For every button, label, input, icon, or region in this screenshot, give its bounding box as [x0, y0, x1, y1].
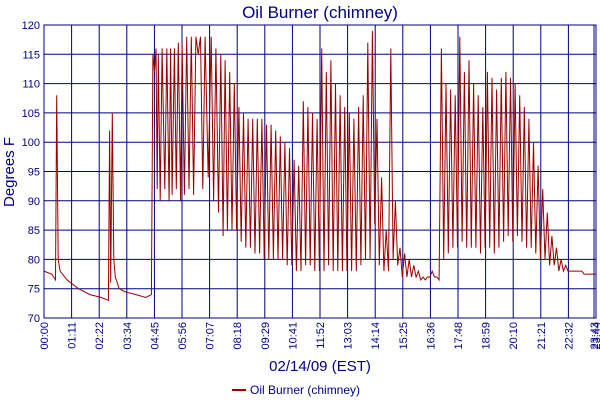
x-axis-ticks: 00:00 01:11 02:22 03:34 04:45 05:56 07:07 08:18… [39, 322, 600, 350]
x-tick-label: 07:07 [205, 322, 217, 350]
x-tick-label: 11:52 [315, 322, 327, 349]
y-tick-label: 85 [28, 225, 40, 237]
legend: Oil Burner (chimney) [232, 383, 360, 397]
x-tick-label: 22:32 [563, 322, 575, 350]
y-axis-label: Degrees F [1, 137, 18, 207]
plot-frame [43, 24, 597, 319]
x-tick-label: 20:10 [508, 322, 520, 350]
x-tick-label: 05:56 [177, 322, 189, 350]
x-tick-label: 15:25 [398, 322, 410, 350]
y-tick-label: 110 [22, 79, 40, 91]
y-tick-label: 115 [22, 49, 40, 61]
y-tick-label: 80 [28, 254, 40, 266]
y-tick-label: 90 [28, 196, 40, 208]
x-tick-label: 09:29 [260, 322, 272, 350]
x-tick-label: 10:41 [287, 322, 299, 350]
x-tick-label: 08:18 [232, 322, 244, 350]
x-tick-label: 13:03 [343, 322, 355, 350]
x-tick-label: 00:00 [39, 322, 51, 350]
x-tick-label: 23:44 [591, 322, 600, 350]
y-tick-label: 95 [28, 167, 40, 179]
x-tick-label: 23:43 [589, 322, 600, 350]
y-tick-label: 105 [22, 108, 40, 120]
x-tick-label: 21:21 [536, 322, 548, 350]
x-tick-label: 16:36 [425, 322, 437, 350]
y-tick-label: 75 [28, 284, 40, 296]
x-tick-label: 02:22 [94, 322, 106, 350]
y-axis-ticks: 70 75 80 85 90 95 100 105 110 115 120 [22, 20, 40, 325]
x-tick-label: 04:45 [149, 322, 161, 350]
x-tick-label: 01:11 [67, 322, 79, 349]
x-tick-label: 17:48 [453, 322, 465, 350]
y-tick-label: 120 [22, 20, 40, 32]
series-group [43, 30, 596, 302]
x-tick-label: 03:34 [122, 322, 134, 350]
series-line-oil-burner [43, 30, 596, 302]
chart-title: Oil Burner (chimney) [242, 3, 398, 22]
y-tick-label: 100 [22, 137, 40, 149]
x-tick-label: 14:14 [370, 322, 382, 350]
y-tick-label: 70 [28, 313, 40, 325]
x-tick-label: 18:59 [481, 322, 493, 350]
legend-label: Oil Burner (chimney) [250, 383, 360, 397]
x-axis-label: 02/14/09 (EST) [269, 358, 371, 375]
